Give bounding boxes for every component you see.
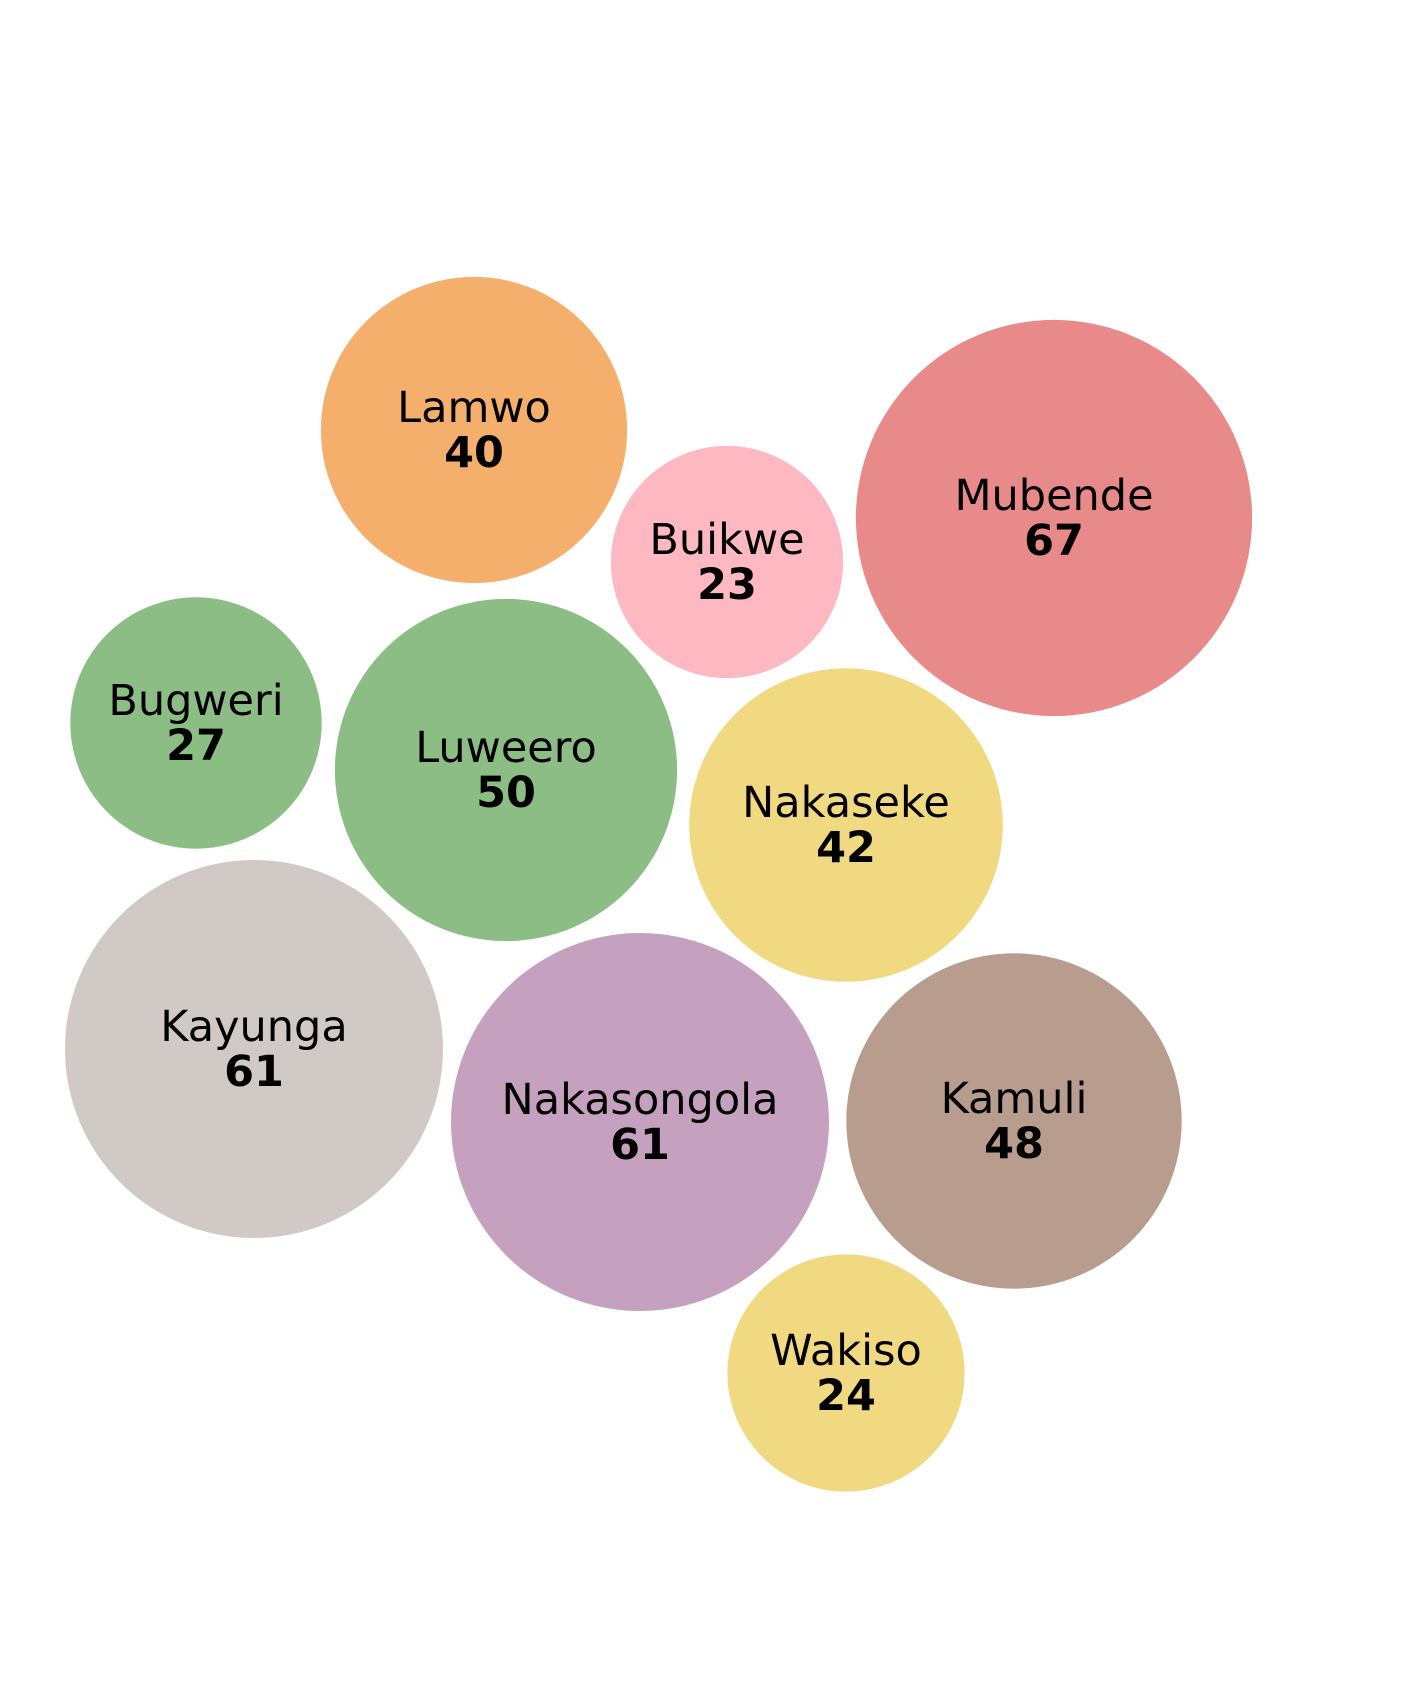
bubble-value: 61 <box>224 1047 284 1097</box>
bubble-label: Luweero <box>415 723 597 773</box>
bubble-label: Buikwe <box>649 515 804 565</box>
bubble-circle <box>451 933 829 1311</box>
bubble-label: Kamuli <box>941 1074 1088 1124</box>
bubble-circle <box>689 668 1003 982</box>
bubble-label: Nakasongola <box>502 1075 779 1125</box>
bubble-circle <box>334 598 678 942</box>
bubble-value: 61 <box>610 1120 670 1170</box>
bubble-circle <box>65 860 443 1238</box>
bubble-label: Wakiso <box>770 1326 922 1376</box>
bubble-circle <box>846 953 1182 1289</box>
bubble-circle <box>855 319 1253 717</box>
bubble-value: 50 <box>476 768 536 818</box>
bubble-label: Lamwo <box>397 383 551 433</box>
bubble-circle <box>727 1254 965 1492</box>
bubble-label: Bugweri <box>108 676 283 726</box>
bubble-value: 27 <box>166 721 226 771</box>
bubble-circle <box>610 445 844 679</box>
bubble-circle <box>70 597 322 849</box>
bubble-label: Kayunga <box>160 1002 347 1052</box>
bubble-label: Nakaseke <box>742 778 950 828</box>
bubble-value: 23 <box>697 560 757 610</box>
bubble-value: 40 <box>444 428 504 478</box>
bubble-label: Mubende <box>954 471 1153 521</box>
bubble-value: 48 <box>984 1119 1044 1169</box>
bubble-value: 67 <box>1024 516 1084 566</box>
bubble-value: 42 <box>816 823 876 873</box>
bubble-circle <box>320 276 628 584</box>
bubble-value: 24 <box>816 1371 876 1421</box>
